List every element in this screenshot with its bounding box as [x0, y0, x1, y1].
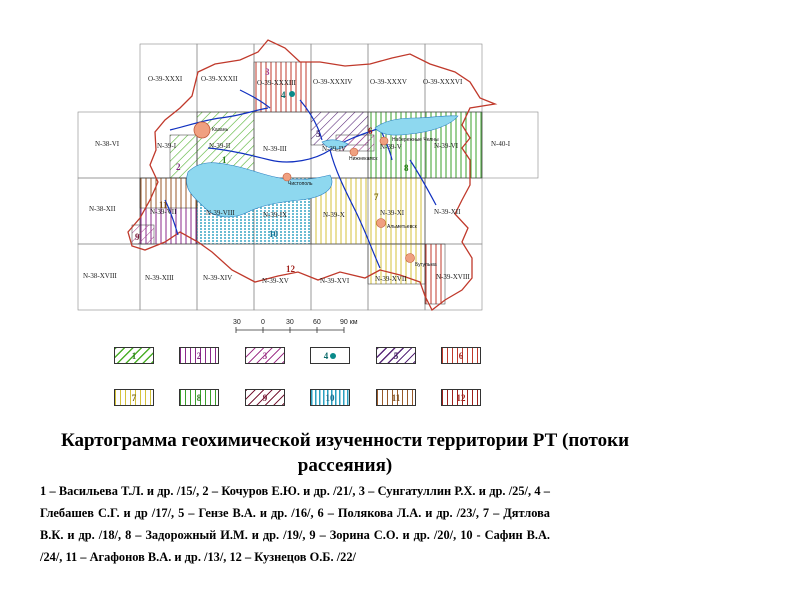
sheet-label: O-39-XXXV: [370, 78, 407, 86]
sheet-label: N-38-XII: [89, 205, 116, 213]
geochemical-map: O-39-XXXI O-39-XXXII O-39-XXXIII O-39-XX…: [77, 39, 539, 333]
sheet-label: N-39-VII: [150, 208, 177, 216]
legend-label: 7: [131, 392, 137, 403]
legend-label: 10: [325, 392, 335, 403]
legend-item: 7: [114, 389, 154, 406]
zone-number: 8: [404, 163, 409, 173]
city-marker-nizhnekamsk: [349, 147, 359, 157]
sheet-label: N-39-IX: [263, 211, 287, 219]
sheet-label: N-39-X: [323, 211, 345, 219]
zone-area-7: [310, 177, 426, 245]
city-label: Нижнекамск: [349, 156, 378, 162]
legend-item: 12: [441, 389, 481, 406]
references-text: 1 – Васильева Т.Л. и др. /15/, 2 – Кочур…: [40, 484, 550, 564]
city-marker-naberezhnye: [379, 136, 389, 146]
city-label: Чистополь: [288, 181, 313, 187]
legend-label: 5: [393, 350, 399, 361]
zone-number: 3: [265, 67, 270, 77]
sheet-label: N-38-XVIII: [83, 272, 117, 280]
legend-label: 11: [391, 392, 401, 403]
sheet-label: O-39-XXXVI: [423, 78, 463, 86]
city-marker-chistopol: [282, 172, 292, 182]
legend-item: 2: [179, 347, 219, 364]
zone-numbers: 1 2 3 4 5 6 7 8 9 10 11 12: [135, 67, 409, 274]
legend-item: 9: [245, 389, 285, 406]
zone-number: 2: [176, 162, 181, 172]
svg-text:30: 30: [286, 319, 294, 326]
sheet-label: N-39-V: [380, 143, 402, 151]
sheet-label: N-39-XI: [380, 209, 405, 217]
zone-number: 5: [316, 129, 321, 139]
svg-text:90 км: 90 км: [340, 319, 358, 326]
zone-number: 1: [222, 155, 227, 165]
city-label: Казань: [212, 127, 228, 133]
sheet-label: N-39-IV: [322, 145, 346, 153]
city-marker-kazan: [193, 121, 211, 139]
sheet-label: N-39-XVII: [375, 275, 407, 283]
sheet-label: O-39-XXXII: [201, 75, 238, 83]
zone-area-7b: [367, 243, 426, 285]
city-label: Альметьевск: [387, 224, 418, 230]
sheet-label: N-39-III: [263, 145, 287, 153]
legend-item: 4: [310, 347, 350, 364]
zone-number: 7: [374, 192, 379, 202]
sheet-label: N-40-I: [491, 140, 511, 148]
sheet-label: O-39-XXXI: [148, 75, 183, 83]
zone-number: 9: [135, 232, 140, 242]
legend-item: 1: [114, 347, 154, 364]
zone-area-3: [253, 61, 312, 113]
reservoirs: [186, 115, 459, 218]
sheet-label: N-39-XVI: [320, 277, 350, 285]
city-label: Набережные Челны: [392, 137, 439, 143]
city-label: Бугульма: [415, 262, 437, 268]
legend-label: 9: [262, 392, 268, 403]
sheet-label: O-39-XXXIII: [257, 79, 297, 87]
zone-number: 12: [286, 264, 296, 274]
legend-label: 3: [262, 350, 268, 361]
sheet-label: N-39-XV: [262, 277, 289, 285]
zone-area-9: [131, 224, 155, 245]
sheet-label: N-39-XIII: [145, 274, 174, 282]
sheet-label: N-39-I: [157, 142, 177, 150]
sheet-label: N-39-XVIII: [436, 273, 470, 281]
zone-number: 11: [159, 200, 168, 210]
territory-border: [127, 39, 498, 311]
map-title: Картограмма геохимической изученности те…: [60, 430, 630, 476]
legend-item: 6: [441, 347, 481, 364]
sheet-label: N-39-XIV: [203, 274, 232, 282]
legend-label: 12: [456, 392, 466, 403]
legend-label: 1: [131, 350, 137, 361]
zone-4-marker: [289, 91, 295, 97]
city-marker-bugulma: [405, 253, 415, 263]
sheet-label: O-39-XXXIV: [313, 78, 352, 86]
legend-item: 5: [376, 347, 416, 364]
legend-label: 8: [196, 392, 202, 403]
sheet-label: N-38-VI: [95, 140, 120, 148]
svg-text:0: 0: [261, 319, 265, 326]
zone-number: 10: [269, 229, 279, 239]
svg-text:60: 60: [313, 319, 321, 326]
sheet-label: N-39-VI: [434, 142, 459, 150]
legend-label: 2: [196, 350, 202, 361]
zone-4-dot-icon: [330, 352, 337, 359]
legend-item: 3: [245, 347, 285, 364]
sheet-label: N-39-II: [209, 142, 231, 150]
legend-item: 8: [179, 389, 219, 406]
scale-bar: 30 0 30 60 90 км: [233, 319, 358, 333]
study-zones: [131, 61, 483, 305]
zone-number: 4: [281, 90, 286, 100]
city-marker-almetyevsk: [376, 218, 386, 228]
sheet-label: N-39-XII: [434, 208, 461, 216]
sheet-label: N-39-VIII: [206, 209, 235, 217]
zone-area-12: [424, 243, 446, 305]
svg-text:30: 30: [233, 319, 241, 326]
legend-label: 4: [323, 350, 329, 361]
legend-item: 10: [310, 389, 350, 406]
legend-label: 6: [458, 350, 464, 361]
sheet-labels: O-39-XXXI O-39-XXXII O-39-XXXIII O-39-XX…: [83, 75, 511, 285]
legend-item: 11: [376, 389, 416, 406]
zone-number: 6: [368, 126, 373, 136]
cities: Казань Нижнекамск Набережные Челны Чисто…: [193, 91, 439, 268]
